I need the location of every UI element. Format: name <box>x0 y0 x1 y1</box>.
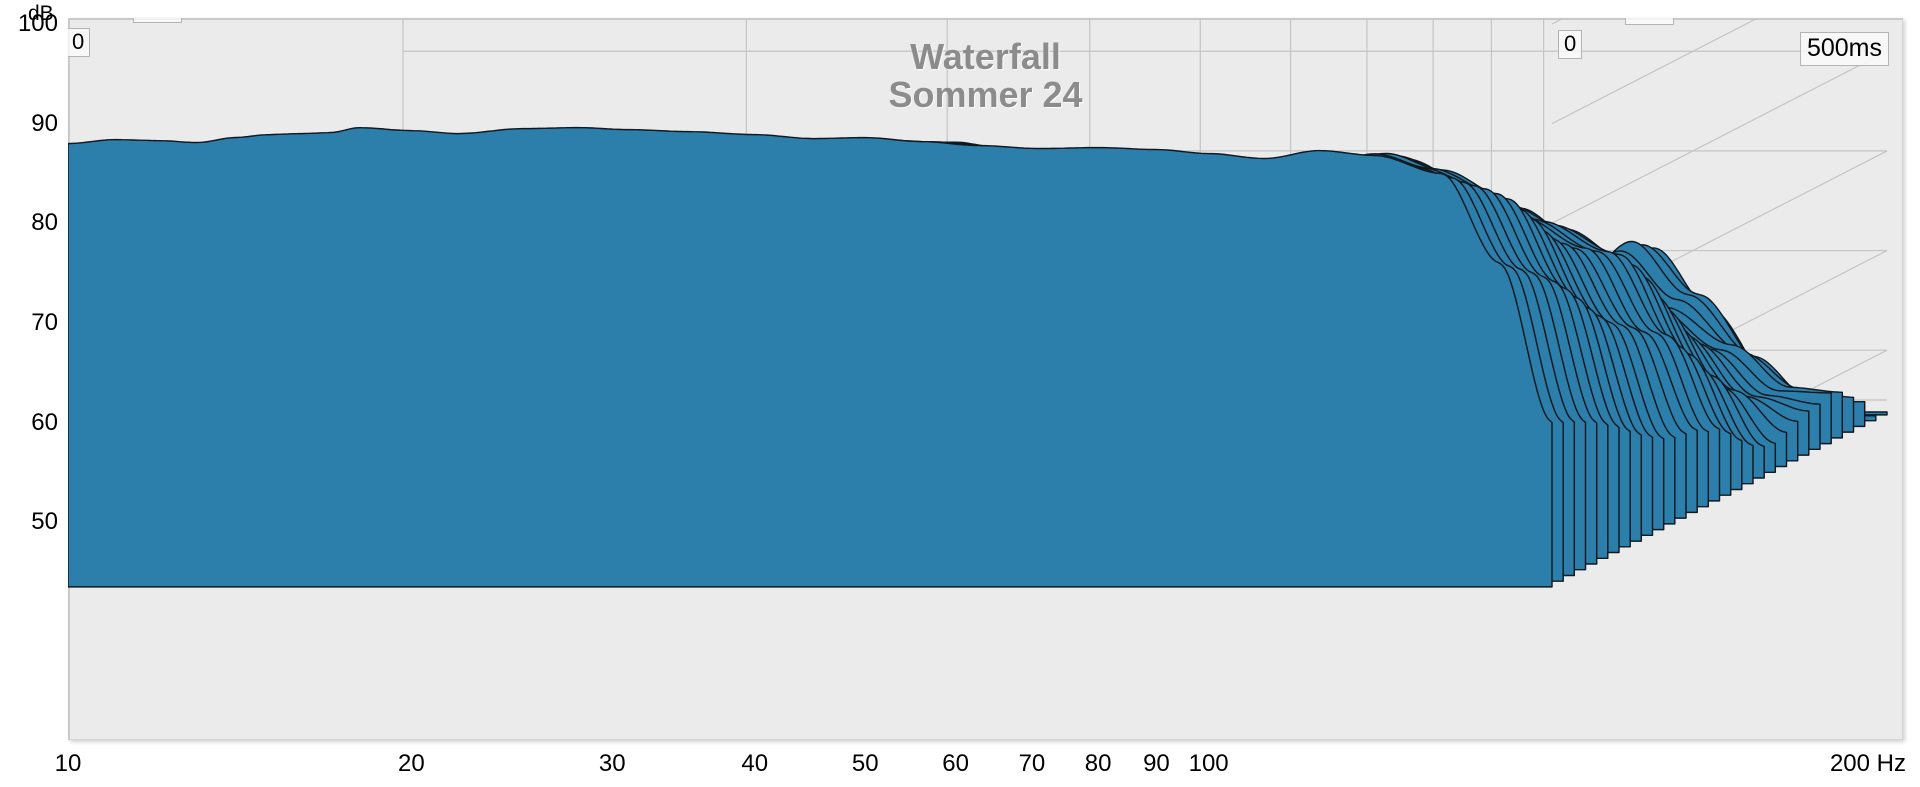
x-axis-tick-20: 20 <box>398 750 425 777</box>
time-label-right-0: 0 <box>1558 30 1583 59</box>
x-axis-unit-label: 200 Hz <box>1829 750 1906 777</box>
x-axis-tick-100: 100 <box>1188 750 1229 777</box>
time-label-left-0: 0 <box>68 28 91 57</box>
time-label-right-100: 100 <box>1625 18 1674 25</box>
y-axis-tick-90: 90 <box>31 109 58 137</box>
waterfall-surface-svg <box>68 18 1888 588</box>
x-axis-tick-90: 90 <box>1143 750 1170 777</box>
x-axis-tick-70: 70 <box>1018 750 1046 777</box>
x-axis-tick-80: 80 <box>1084 750 1112 777</box>
x-axis-tick-50: 50 <box>851 750 879 777</box>
time-label-left-100: 100 <box>133 18 182 23</box>
waterfall-slices <box>68 126 1888 588</box>
x-axis-tick-60: 60 <box>942 750 969 777</box>
y-axis-tick-50: 50 <box>31 508 58 536</box>
x-axis-tick-30: 30 <box>598 750 626 777</box>
plot-area[interactable]: Waterfall Sommer 24 0100200300400500 010… <box>68 18 1903 740</box>
y-axis-tick-100: 100 <box>17 10 58 37</box>
y-axis-unit-label: dB <box>28 2 54 25</box>
y-axis-tick-70: 70 <box>31 308 58 336</box>
y-axis-tick-60: 60 <box>31 408 58 436</box>
y-axis-tick-80: 80 <box>31 209 58 237</box>
z-axis-unit-label: 500ms <box>1799 32 1889 66</box>
waterfall-slice <box>68 126 1553 588</box>
x-axis-tick-10: 10 <box>54 750 82 777</box>
x-axis-tick-40: 40 <box>741 750 769 777</box>
